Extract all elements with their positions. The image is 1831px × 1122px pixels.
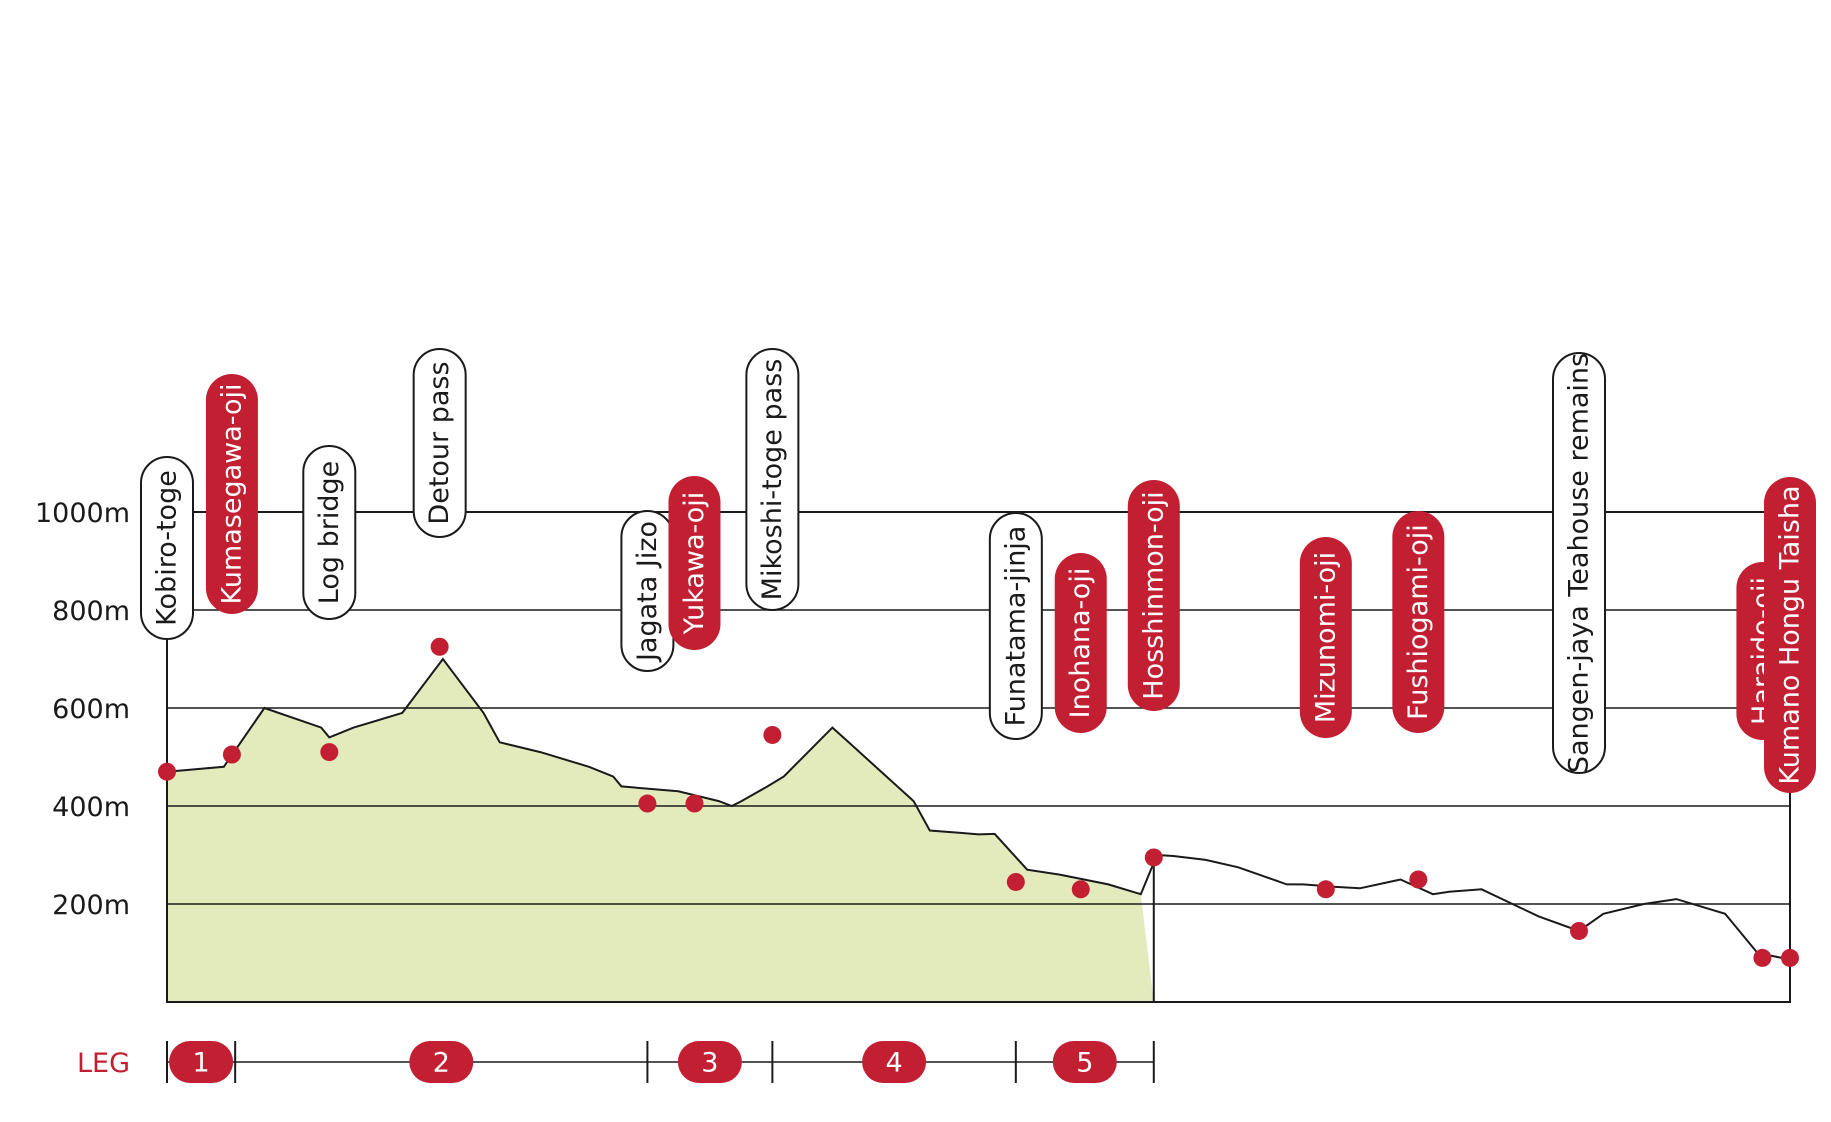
waypoint-label-pill — [1764, 477, 1816, 793]
y-tick-label: 1000m — [35, 498, 130, 529]
y-tick-label: 200m — [52, 890, 130, 921]
waypoint-label-pill — [668, 476, 721, 650]
waypoint-label: Kumano Hongu Taisha — [1764, 477, 1816, 793]
waypoint-label-pill — [1127, 480, 1180, 711]
leg-number: 2 — [433, 1048, 450, 1079]
waypoint-name: Inohana-oji — [1065, 568, 1096, 719]
waypoint-label-pill — [205, 374, 258, 614]
profile-line-layer — [166, 657, 1790, 1002]
waypoint-markers — [158, 637, 1799, 967]
waypoint-dot — [1316, 880, 1335, 899]
waypoint-label: Yukawa-oji — [668, 476, 721, 650]
waypoint-label: Mikoshi-toge pass — [745, 348, 800, 611]
leg-pill — [169, 1041, 234, 1083]
waypoint-dot — [158, 762, 176, 781]
waypoint-label: Sangen-jaya Teahouse remains — [1552, 352, 1607, 774]
waypoint-label: Log bridge — [302, 445, 357, 620]
waypoint-dot — [222, 745, 241, 764]
waypoint-dot — [1409, 870, 1428, 889]
waypoint-name: Kobiro-toge — [152, 470, 183, 626]
y-tick-label: 400m — [52, 792, 130, 823]
waypoint-label: Inohana-oji — [1054, 553, 1107, 733]
waypoint-name: Funatama-jinja — [1000, 526, 1031, 727]
waypoint-label-pill — [1552, 352, 1607, 774]
waypoint-label: Jagata Jizo — [620, 510, 675, 672]
waypoint-name: Sangen-jaya Teahouse remains — [1564, 353, 1595, 773]
shaded-area-layer — [167, 659, 1154, 1002]
waypoint-label: Detour pass — [412, 348, 467, 538]
waypoint-name: Mizunomi-oji — [1310, 552, 1341, 723]
waypoint-name: Fushiogami-oji — [1403, 524, 1434, 720]
leg-pill — [409, 1041, 474, 1083]
waypoint-label: Kobiro-toge — [140, 456, 194, 640]
waypoint-dot — [1006, 872, 1025, 891]
waypoint-dot — [320, 743, 339, 762]
waypoint-label: Mizunomi-oji — [1299, 537, 1352, 738]
waypoint-name: Detour pass — [424, 361, 455, 524]
y-tick-label: 600m — [52, 694, 130, 725]
y-tick-label: 800m — [52, 596, 130, 627]
waypoint-dot — [430, 637, 449, 656]
waypoint-dot — [1570, 921, 1589, 940]
waypoint-dot — [638, 794, 657, 813]
leg-pill — [862, 1041, 927, 1083]
waypoint-label-pill — [745, 348, 800, 611]
waypoint-label: Funatama-jinja — [988, 512, 1043, 740]
leg-number: 5 — [1076, 1048, 1093, 1079]
waypoint-dot — [1753, 948, 1772, 967]
waypoint-label: Kumasegawa-oji — [205, 374, 258, 614]
leg-bar: LEG 1 2 3 4 5 — [77, 1041, 1155, 1083]
waypoint-dot — [685, 794, 704, 813]
waypoint-label-pill — [140, 456, 194, 640]
waypoint-label: Hosshinmon-oji — [1127, 480, 1180, 711]
leg-number: 3 — [701, 1048, 718, 1079]
waypoint-label-pill — [1299, 537, 1352, 738]
waypoint-dot — [1781, 948, 1799, 967]
leg-pill — [1052, 1041, 1117, 1083]
waypoint-label-pill — [412, 348, 467, 538]
leg-number: 4 — [886, 1048, 903, 1079]
waypoint-label: Fushiogami-oji — [1392, 511, 1445, 733]
leg-pill — [677, 1041, 742, 1083]
waypoint-dot — [1144, 848, 1163, 867]
leg-number: 1 — [192, 1048, 209, 1079]
waypoint-labels: Kobiro-toge Kumasegawa-oji Log bridge Detou… — [140, 348, 1816, 793]
waypoint-dot — [763, 725, 782, 744]
waypoint-label-pill — [988, 512, 1043, 740]
waypoint-name: Jagata Jizo — [632, 521, 663, 663]
shaded-area — [167, 659, 1154, 1002]
waypoint-label-pill — [1392, 511, 1445, 733]
waypoint-name: Kumano Hongu Taisha — [1775, 485, 1806, 784]
waypoint-name: Hosshinmon-oji — [1138, 491, 1169, 699]
leg-title: LEG — [77, 1048, 130, 1079]
waypoint-label-pill — [1054, 553, 1107, 733]
waypoint-dot — [1071, 880, 1090, 899]
y-axis-ticks: 200m 400m 600m 800m 1000m — [35, 498, 130, 921]
waypoint-label-pill — [302, 445, 357, 620]
waypoint-name: Yukawa-oji — [679, 492, 710, 636]
waypoint-name: Kumasegawa-oji — [216, 383, 247, 604]
waypoint-name: Mikoshi-toge pass — [757, 359, 788, 601]
waypoint-name: Log bridge — [314, 461, 345, 604]
profile-line — [166, 657, 1790, 959]
